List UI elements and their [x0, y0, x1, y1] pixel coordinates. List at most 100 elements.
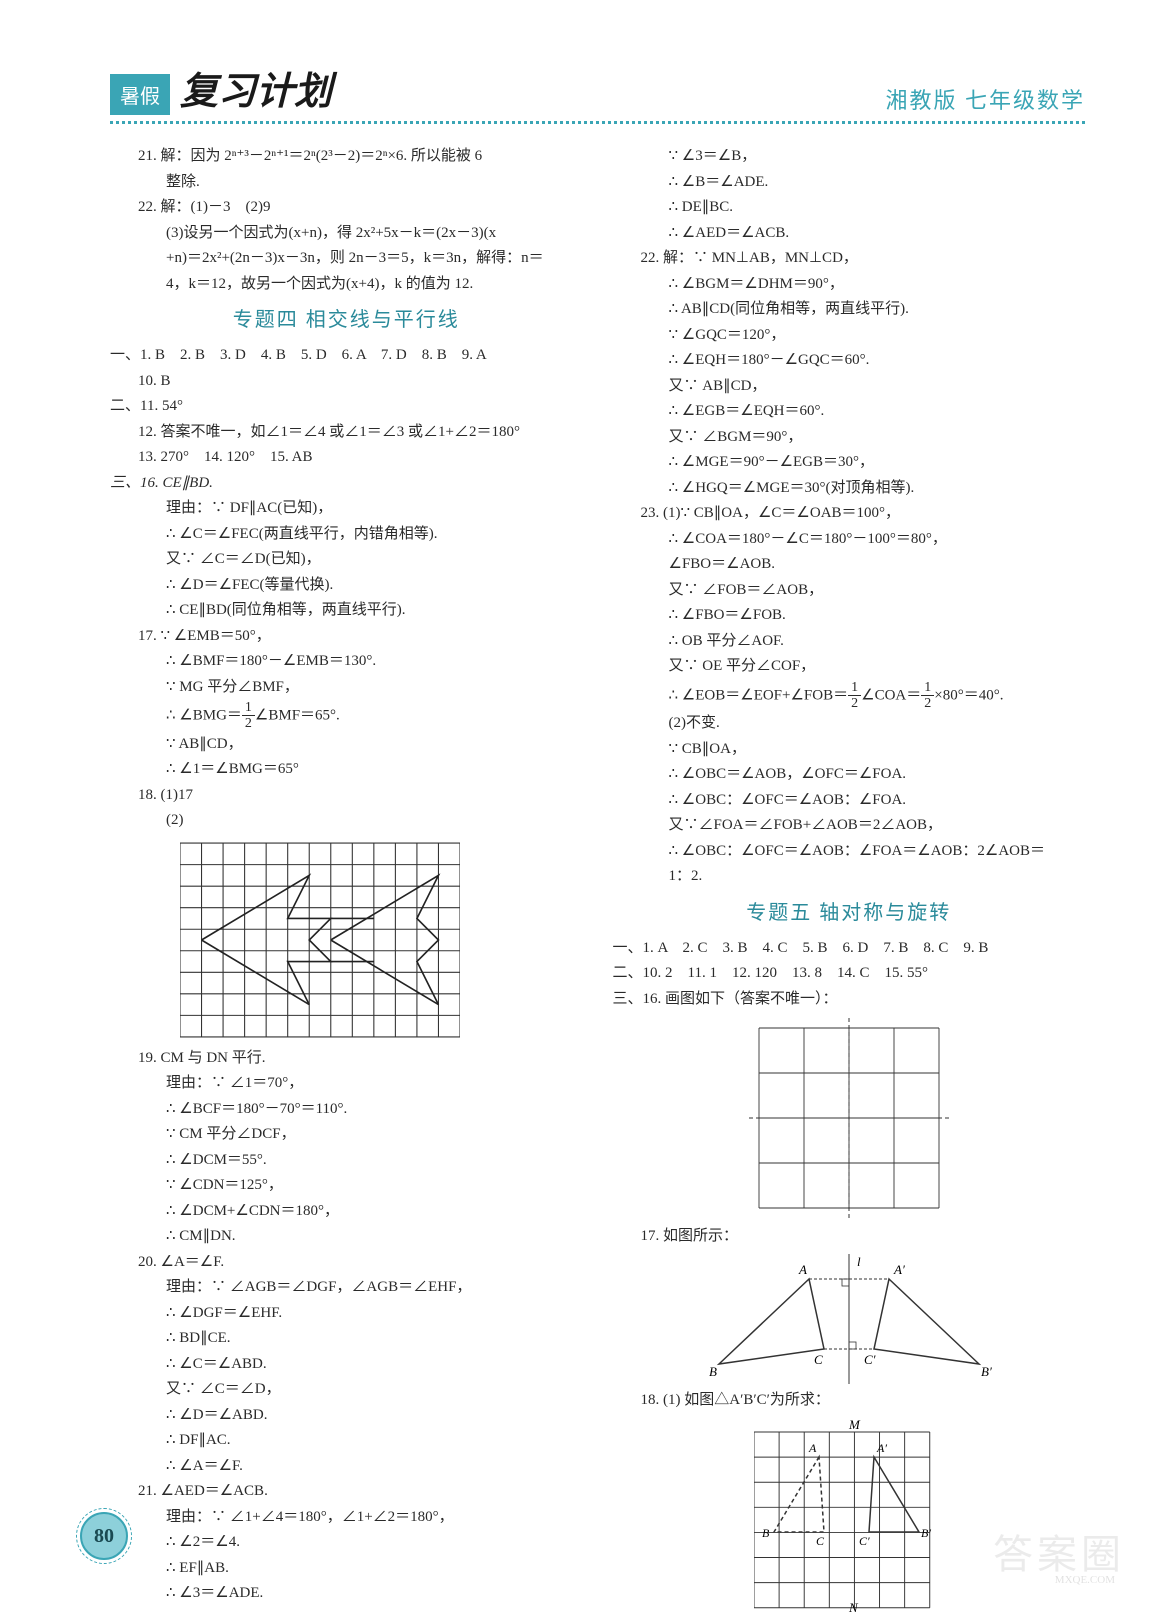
q20-f: 又∵ ∠C＝∠D，	[110, 1377, 583, 1403]
r1: ∵ ∠3＝∠B，	[613, 144, 1086, 170]
q20-c: ∴ ∠DGF＝∠EHF.	[110, 1301, 583, 1327]
svg-text:C: C	[814, 1352, 823, 1367]
q19-a: 19. CM 与 DN 平行.	[110, 1046, 583, 1072]
r23f: ∴ OB 平分∠AOF.	[613, 629, 1086, 655]
r22i: ∴ ∠MGE＝90°－∠EGB＝30°，	[613, 450, 1086, 476]
q21x-d: ∴ EF∥AB.	[110, 1556, 583, 1582]
q19-b: 理由：∵ ∠1＝70°，	[110, 1071, 583, 1097]
q19-g: ∴ ∠DCM+∠CDN＝180°，	[110, 1199, 583, 1225]
r23g: 又∵ OE 平分∠COF，	[613, 654, 1086, 680]
q16-a: 三、16. CE∥BD.	[110, 471, 583, 497]
grid-figure-16	[749, 1018, 949, 1218]
grid-figure-18b: M N A B C A′ B′ C′	[754, 1417, 944, 1617]
q16-f: ∴ CE∥BD(同位角相等，两直线平行).	[110, 598, 583, 624]
q21x-e: ∴ ∠3＝∠ADE.	[110, 1581, 583, 1607]
q17-c: ∵ MG 平分∠BMF，	[110, 675, 583, 701]
svg-text:M: M	[848, 1417, 861, 1432]
r22a: 22. 解：∵ MN⊥AB，MN⊥CD，	[613, 246, 1086, 272]
summer-badge: 暑假	[110, 74, 170, 115]
q17-f: ∴ ∠1＝∠BMG＝65°	[110, 757, 583, 783]
q21-line1: 21. 解：因为 2ⁿ⁺³－2ⁿ⁺¹＝2ⁿ(2³－2)＝2ⁿ×6. 所以能被 6	[110, 144, 583, 170]
r22f: 又∵ AB∥CD，	[613, 374, 1086, 400]
r23e: ∴ ∠FBO＝∠FOB.	[613, 603, 1086, 629]
watermark: 答案圈	[993, 1522, 1125, 1580]
q21x-a: 21. ∠AED＝∠ACB.	[110, 1479, 583, 1505]
r23h: ∴ ∠EOB＝∠EOF+∠FOB＝12∠COA＝12×80°＝40°.	[613, 680, 1086, 712]
r23o: 1：2.	[613, 864, 1086, 890]
q22-line1: 22. 解：(1)－3 (2)9	[110, 195, 583, 221]
q21x-b: 理由：∵ ∠1+∠4＝180°，∠1+∠2＝180°，	[110, 1505, 583, 1531]
page-header: 暑假 复习计划 湘教版 七年级数学	[110, 60, 1085, 115]
svg-text:A′: A′	[893, 1262, 905, 1277]
svg-text:A′: A′	[876, 1441, 887, 1455]
q17-e: ∵ AB∥CD，	[110, 732, 583, 758]
header-left: 暑假 复习计划	[110, 60, 332, 115]
svg-text:C: C	[816, 1534, 825, 1548]
q16-b: 理由：∵ DF∥AC(已知)，	[110, 496, 583, 522]
sec4-fill3: 13. 270° 14. 120° 15. AB	[110, 445, 583, 471]
watermark-url: MXQE.COM	[1055, 1574, 1115, 1586]
s5-16: 三、16. 画图如下（答案不唯一）：	[613, 987, 1086, 1013]
q16-d: 又∵ ∠C＝∠D(已知)，	[110, 547, 583, 573]
q20-b: 理由：∵ ∠AGB＝∠DGF，∠AGB＝∠EHF，	[110, 1275, 583, 1301]
q20-a: 20. ∠A＝∠F.	[110, 1250, 583, 1276]
svg-text:B: B	[762, 1526, 770, 1540]
r23b: ∴ ∠COA＝180°－∠C＝180°－100°＝80°，	[613, 527, 1086, 553]
svg-text:N: N	[848, 1600, 859, 1615]
s5-17: 17. 如图所示：	[613, 1224, 1086, 1250]
header-subtitle: 湘教版 七年级数学	[885, 83, 1085, 115]
section5-title: 专题五 轴对称与旋转	[613, 896, 1086, 930]
r23n: ∴ ∠OBC：∠OFC＝∠AOB：∠FOA＝∠AOB：2∠AOB＝	[613, 839, 1086, 865]
q22-line2: (3)设另一个因式为(x+n)，得 2x²+5x－k＝(2x－3)(x	[110, 221, 583, 247]
r4: ∴ ∠AED＝∠ACB.	[613, 221, 1086, 247]
r23l: ∴ ∠OBC：∠OFC＝∠AOB：∠FOA.	[613, 788, 1086, 814]
r22e: ∴ ∠EQH＝180°－∠GQC＝60°.	[613, 348, 1086, 374]
r3: ∴ DE∥BC.	[613, 195, 1086, 221]
sec4-mc1b: 10. B	[110, 369, 583, 395]
svg-text:A: A	[798, 1262, 807, 1277]
left-column: 21. 解：因为 2ⁿ⁺³－2ⁿ⁺¹＝2ⁿ(2³－2)＝2ⁿ×6. 所以能被 6…	[110, 144, 583, 1621]
q16-c: ∴ ∠C＝∠FEC(两直线平行，内错角相等).	[110, 522, 583, 548]
r23k: ∴ ∠OBC＝∠AOB，∠OFC＝∠FOA.	[613, 762, 1086, 788]
s5-18: 18. (1) 如图△A′B′C′为所求：	[613, 1388, 1086, 1414]
svg-text:C′: C′	[859, 1534, 870, 1548]
page-number: 80	[80, 1512, 128, 1560]
q17-b: ∴ ∠BMF＝180°－∠EMB＝130°.	[110, 649, 583, 675]
svg-text:l: l	[857, 1254, 861, 1269]
r23c: ∠FBO＝∠AOB.	[613, 552, 1086, 578]
r22c: ∴ AB∥CD(同位角相等，两直线平行).	[613, 297, 1086, 323]
q19-c: ∴ ∠BCF＝180°－70°＝110°.	[110, 1097, 583, 1123]
page-number-circle: 80	[80, 1512, 128, 1560]
r22b: ∴ ∠BGM＝∠DHM＝90°，	[613, 272, 1086, 298]
triangle-figure-17: l A B C A′ B′ C′	[699, 1254, 999, 1384]
main-title: 复习计划	[180, 60, 332, 115]
q18-b: (2)	[110, 808, 583, 834]
r23m: 又∵∠FOA＝∠FOB+∠AOB＝2∠AOB，	[613, 813, 1086, 839]
q20-i: ∴ ∠A＝∠F.	[110, 1454, 583, 1480]
svg-text:C′: C′	[864, 1352, 876, 1367]
r22d: ∵ ∠GQC＝120°，	[613, 323, 1086, 349]
s5-mc: 一、1. A 2. C 3. B 4. C 5. B 6. D 7. B 8. …	[613, 936, 1086, 962]
q21-line2: 整除.	[110, 170, 583, 196]
sec4-fill1: 二、11. 54°	[110, 394, 583, 420]
q20-h: ∴ DF∥AC.	[110, 1428, 583, 1454]
q19-e: ∴ ∠DCM＝55°.	[110, 1148, 583, 1174]
right-column: ∵ ∠3＝∠B， ∴ ∠B＝∠ADE. ∴ DE∥BC. ∴ ∠AED＝∠ACB…	[613, 144, 1086, 1621]
q22-line4: 4，k＝12，故另一个因式为(x+4)，k 的值为 12.	[110, 272, 583, 298]
grid-figure-18	[180, 840, 460, 1040]
q19-h: ∴ CM∥DN.	[110, 1224, 583, 1250]
dotted-divider	[110, 121, 1085, 124]
q21x-c: ∴ ∠2＝∠4.	[110, 1530, 583, 1556]
content-columns: 21. 解：因为 2ⁿ⁺³－2ⁿ⁺¹＝2ⁿ(2³－2)＝2ⁿ×6. 所以能被 6…	[110, 144, 1085, 1621]
section4-title: 专题四 相交线与平行线	[110, 303, 583, 337]
s5-fill: 二、10. 2 11. 1 12. 120 13. 8 14. C 15. 55…	[613, 961, 1086, 987]
r22g: ∴ ∠EGB＝∠EQH＝60°.	[613, 399, 1086, 425]
q18-a: 18. (1)17	[110, 783, 583, 809]
r23a: 23. (1)∵ CB∥OA，∠C＝∠OAB＝100°，	[613, 501, 1086, 527]
svg-text:B: B	[709, 1364, 717, 1379]
svg-text:A: A	[808, 1441, 817, 1455]
q22-line3: +n)＝2x²+(2n－3)x－3n，则 2n－3＝5，k＝3n，解得：n＝	[110, 246, 583, 272]
svg-text:B′: B′	[921, 1526, 931, 1540]
q20-e: ∴ ∠C＝∠ABD.	[110, 1352, 583, 1378]
sec4-mc1: 一、1. B 2. B 3. D 4. B 5. D 6. A 7. D 8. …	[110, 343, 583, 369]
